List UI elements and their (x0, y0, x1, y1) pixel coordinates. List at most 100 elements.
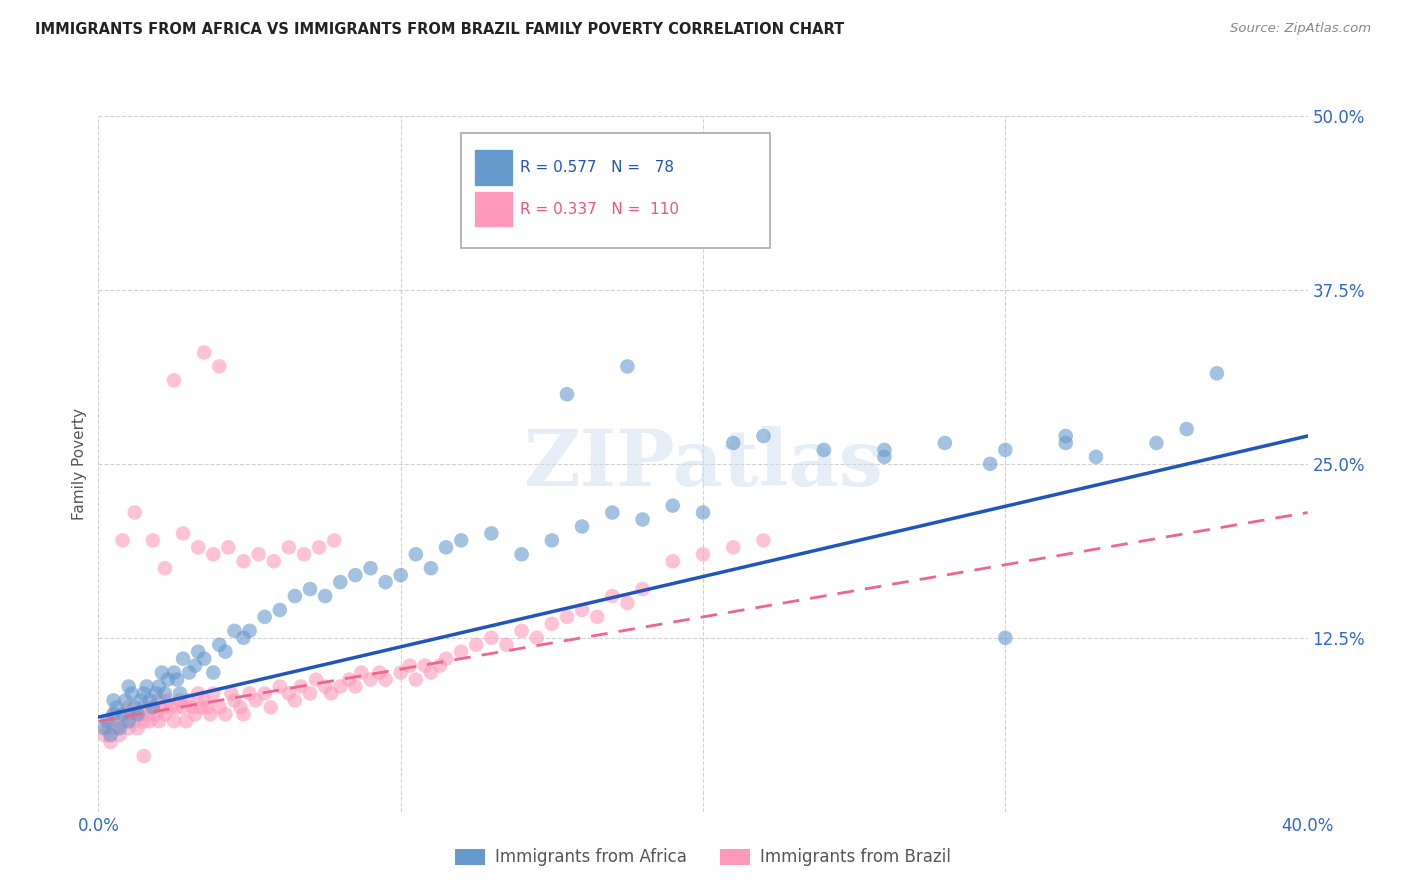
Legend: Immigrants from Africa, Immigrants from Brazil: Immigrants from Africa, Immigrants from … (449, 842, 957, 873)
Point (526, 631, 548, 645)
Point (124, 506, 146, 520)
Point (602, 506, 624, 520)
Point (232, 554, 254, 568)
Point (813, 442, 835, 457)
Point (124, 714, 146, 729)
Point (374, 575, 396, 590)
Point (124, 700, 146, 714)
Point (481, 526, 503, 541)
Point (187, 645, 209, 659)
Point (405, 673, 427, 687)
Point (163, 373, 186, 387)
Point (153, 686, 176, 700)
Point (148, 714, 170, 729)
Point (214, 645, 236, 659)
Point (93, 728, 115, 742)
Point (96, 714, 118, 729)
Point (661, 193, 683, 207)
Point (184, 707, 207, 722)
Point (692, 506, 714, 520)
Point (661, 554, 683, 568)
Point (153, 561, 176, 575)
Point (308, 541, 330, 555)
Point (329, 680, 352, 694)
Point (118, 714, 141, 729)
Point (321, 686, 343, 700)
Point (337, 673, 360, 687)
Point (114, 707, 136, 722)
Point (616, 359, 638, 374)
Point (132, 749, 155, 764)
Point (260, 700, 283, 714)
Point (129, 693, 152, 707)
Point (247, 547, 270, 561)
Point (510, 547, 533, 561)
Point (174, 714, 197, 729)
Point (100, 735, 122, 749)
Point (277, 541, 299, 555)
Point (172, 651, 194, 665)
Point (105, 721, 128, 735)
Point (571, 603, 593, 617)
Point (540, 533, 562, 548)
Text: IMMIGRANTS FROM AFRICA VS IMMIGRANTS FROM BRAZIL FAMILY POVERTY CORRELATION CHAR: IMMIGRANTS FROM AFRICA VS IMMIGRANTS FRO… (35, 22, 845, 37)
Point (434, 651, 457, 665)
Point (121, 686, 143, 700)
Text: R = 0.577   N =   78: R = 0.577 N = 78 (520, 160, 675, 175)
Point (208, 700, 231, 714)
Point (150, 665, 173, 680)
Point (156, 693, 179, 707)
Point (132, 686, 155, 700)
Point (139, 714, 162, 729)
Point (571, 519, 593, 533)
Point (873, 450, 896, 464)
Point (111, 533, 134, 548)
Point (108, 728, 131, 742)
Point (299, 582, 322, 596)
FancyBboxPatch shape (461, 134, 769, 248)
Point (314, 680, 336, 694)
Point (631, 582, 654, 596)
Point (202, 686, 225, 700)
Point (994, 442, 1017, 457)
Point (184, 658, 207, 673)
Point (1054, 429, 1077, 443)
Point (481, 631, 503, 645)
Point (169, 686, 191, 700)
Point (166, 673, 188, 687)
Point (224, 624, 246, 638)
Y-axis label: Family Poverty: Family Poverty (72, 408, 87, 520)
Point (368, 665, 391, 680)
Point (139, 693, 162, 707)
Point (290, 680, 312, 694)
Point (450, 645, 472, 659)
Text: ZIPatlas: ZIPatlas (523, 425, 883, 502)
Point (200, 707, 222, 722)
Point (202, 547, 225, 561)
Point (465, 638, 488, 652)
Point (239, 686, 262, 700)
Point (153, 707, 176, 722)
Point (721, 436, 744, 450)
Point (1054, 436, 1077, 450)
Point (450, 533, 472, 548)
Point (661, 499, 683, 513)
Point (253, 610, 276, 624)
Point (208, 359, 231, 374)
Text: R = 0.337   N =  110: R = 0.337 N = 110 (520, 202, 679, 217)
Point (292, 547, 315, 561)
Point (232, 631, 254, 645)
FancyBboxPatch shape (474, 149, 513, 186)
Point (224, 693, 246, 707)
Point (129, 707, 152, 722)
Point (187, 686, 209, 700)
Point (229, 700, 252, 714)
Point (195, 700, 218, 714)
Point (752, 429, 775, 443)
Point (193, 693, 215, 707)
Point (495, 638, 517, 652)
Point (752, 533, 775, 548)
Point (111, 714, 134, 729)
Point (284, 589, 307, 603)
Point (692, 547, 714, 561)
